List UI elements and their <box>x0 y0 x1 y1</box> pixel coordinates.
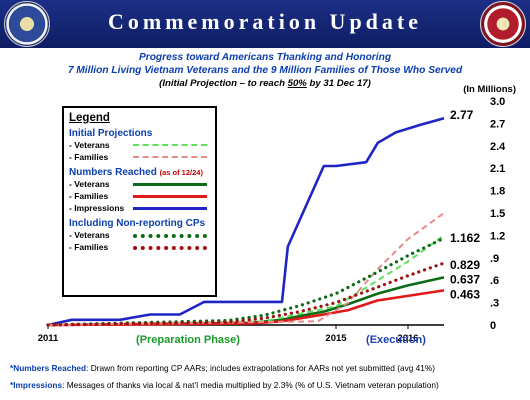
x-tick-label: 2016 <box>397 333 418 344</box>
dod-seal-icon <box>4 1 50 47</box>
chart-subtitle-line1: Progress toward Americans Thanking and H… <box>138 52 392 63</box>
legend-section-initial-projections: Initial Projections <box>69 128 153 139</box>
legend-swatch-proj-families <box>133 156 207 158</box>
legend-item-families: - Families <box>69 190 215 202</box>
footnote-numbers-reached: *Numbers Reached: Drawn from reporting C… <box>10 363 436 373</box>
phase-label-preparation: (Preparation Phase) <box>136 334 240 346</box>
series-line-impressions <box>47 116 445 327</box>
legend-item-proj-veterans: - Veterans <box>69 139 215 151</box>
legend-swatch-families <box>133 195 207 198</box>
x-tick-label: 2015 <box>325 333 347 344</box>
page-title: Commemoration Update <box>107 9 423 34</box>
legend-swatch-impressions <box>133 207 207 210</box>
y-tick-label: 1.2 <box>490 230 505 242</box>
value-label-impressions: 2.77 <box>450 108 474 122</box>
legend-title: Legend <box>69 112 110 124</box>
y-tick-label: 3.0 <box>490 96 505 108</box>
y-tick-label: 2.4 <box>490 141 506 153</box>
y-tick-label: 1.8 <box>490 186 505 198</box>
y-axis-unit-label: (In Millions) <box>463 84 516 95</box>
value-label-veterans: 0.637 <box>450 272 480 286</box>
y-tick-label: 0 <box>490 320 496 332</box>
value-label-cp-veterans: 1.162 <box>450 231 480 245</box>
legend-swatch-veterans <box>133 183 207 186</box>
legend-swatch-proj-veterans <box>133 144 207 146</box>
series-line-cp-families <box>46 261 446 327</box>
chart-subtitle-line3: (Initial Projection – to reach 50% by 31… <box>159 78 371 89</box>
legend-swatch-cp-veterans <box>133 234 207 238</box>
y-tick-label: .9 <box>490 253 499 265</box>
legend-swatch-cp-families <box>133 246 207 250</box>
y-tick-label: 2.1 <box>490 163 505 175</box>
legend-item-cp-families: - Families <box>69 241 215 253</box>
footnote-impressions: *Impressions: Messages of thanks via loc… <box>10 380 439 390</box>
chart-legend: Legend Initial Projections - Veterans - … <box>62 106 217 297</box>
y-tick-label: 2.7 <box>490 118 505 130</box>
legend-item-veterans: - Veterans <box>69 178 215 190</box>
series-line-proj-families <box>47 212 445 326</box>
legend-item-impressions: - Impressions <box>69 202 215 214</box>
legend-item-cp-veterans: - Veterans <box>69 229 215 241</box>
value-label-families: 0.463 <box>450 287 480 301</box>
value-label-cp-families: 0.829 <box>450 258 480 272</box>
series-line-cp-veterans <box>46 236 446 327</box>
y-tick-label: 1.5 <box>490 208 505 220</box>
chart-subtitle-line2: 7 Million Living Vietnam Veterans and th… <box>67 65 463 76</box>
legend-section-non-reporting: Including Non-reporting CPs <box>69 218 206 229</box>
header-bar: Commemoration Update <box>0 0 530 48</box>
phase-label-execution: (Execution) <box>366 334 426 346</box>
y-tick-label: .6 <box>490 275 499 287</box>
x-tick-label: 2011 <box>38 333 59 344</box>
legend-section-numbers-reached: Numbers Reached (as of 12/24) <box>69 167 203 178</box>
legend-item-proj-families: - Families <box>69 151 215 163</box>
y-tick-label: .3 <box>490 298 499 310</box>
commemoration-seal-icon <box>480 1 526 47</box>
